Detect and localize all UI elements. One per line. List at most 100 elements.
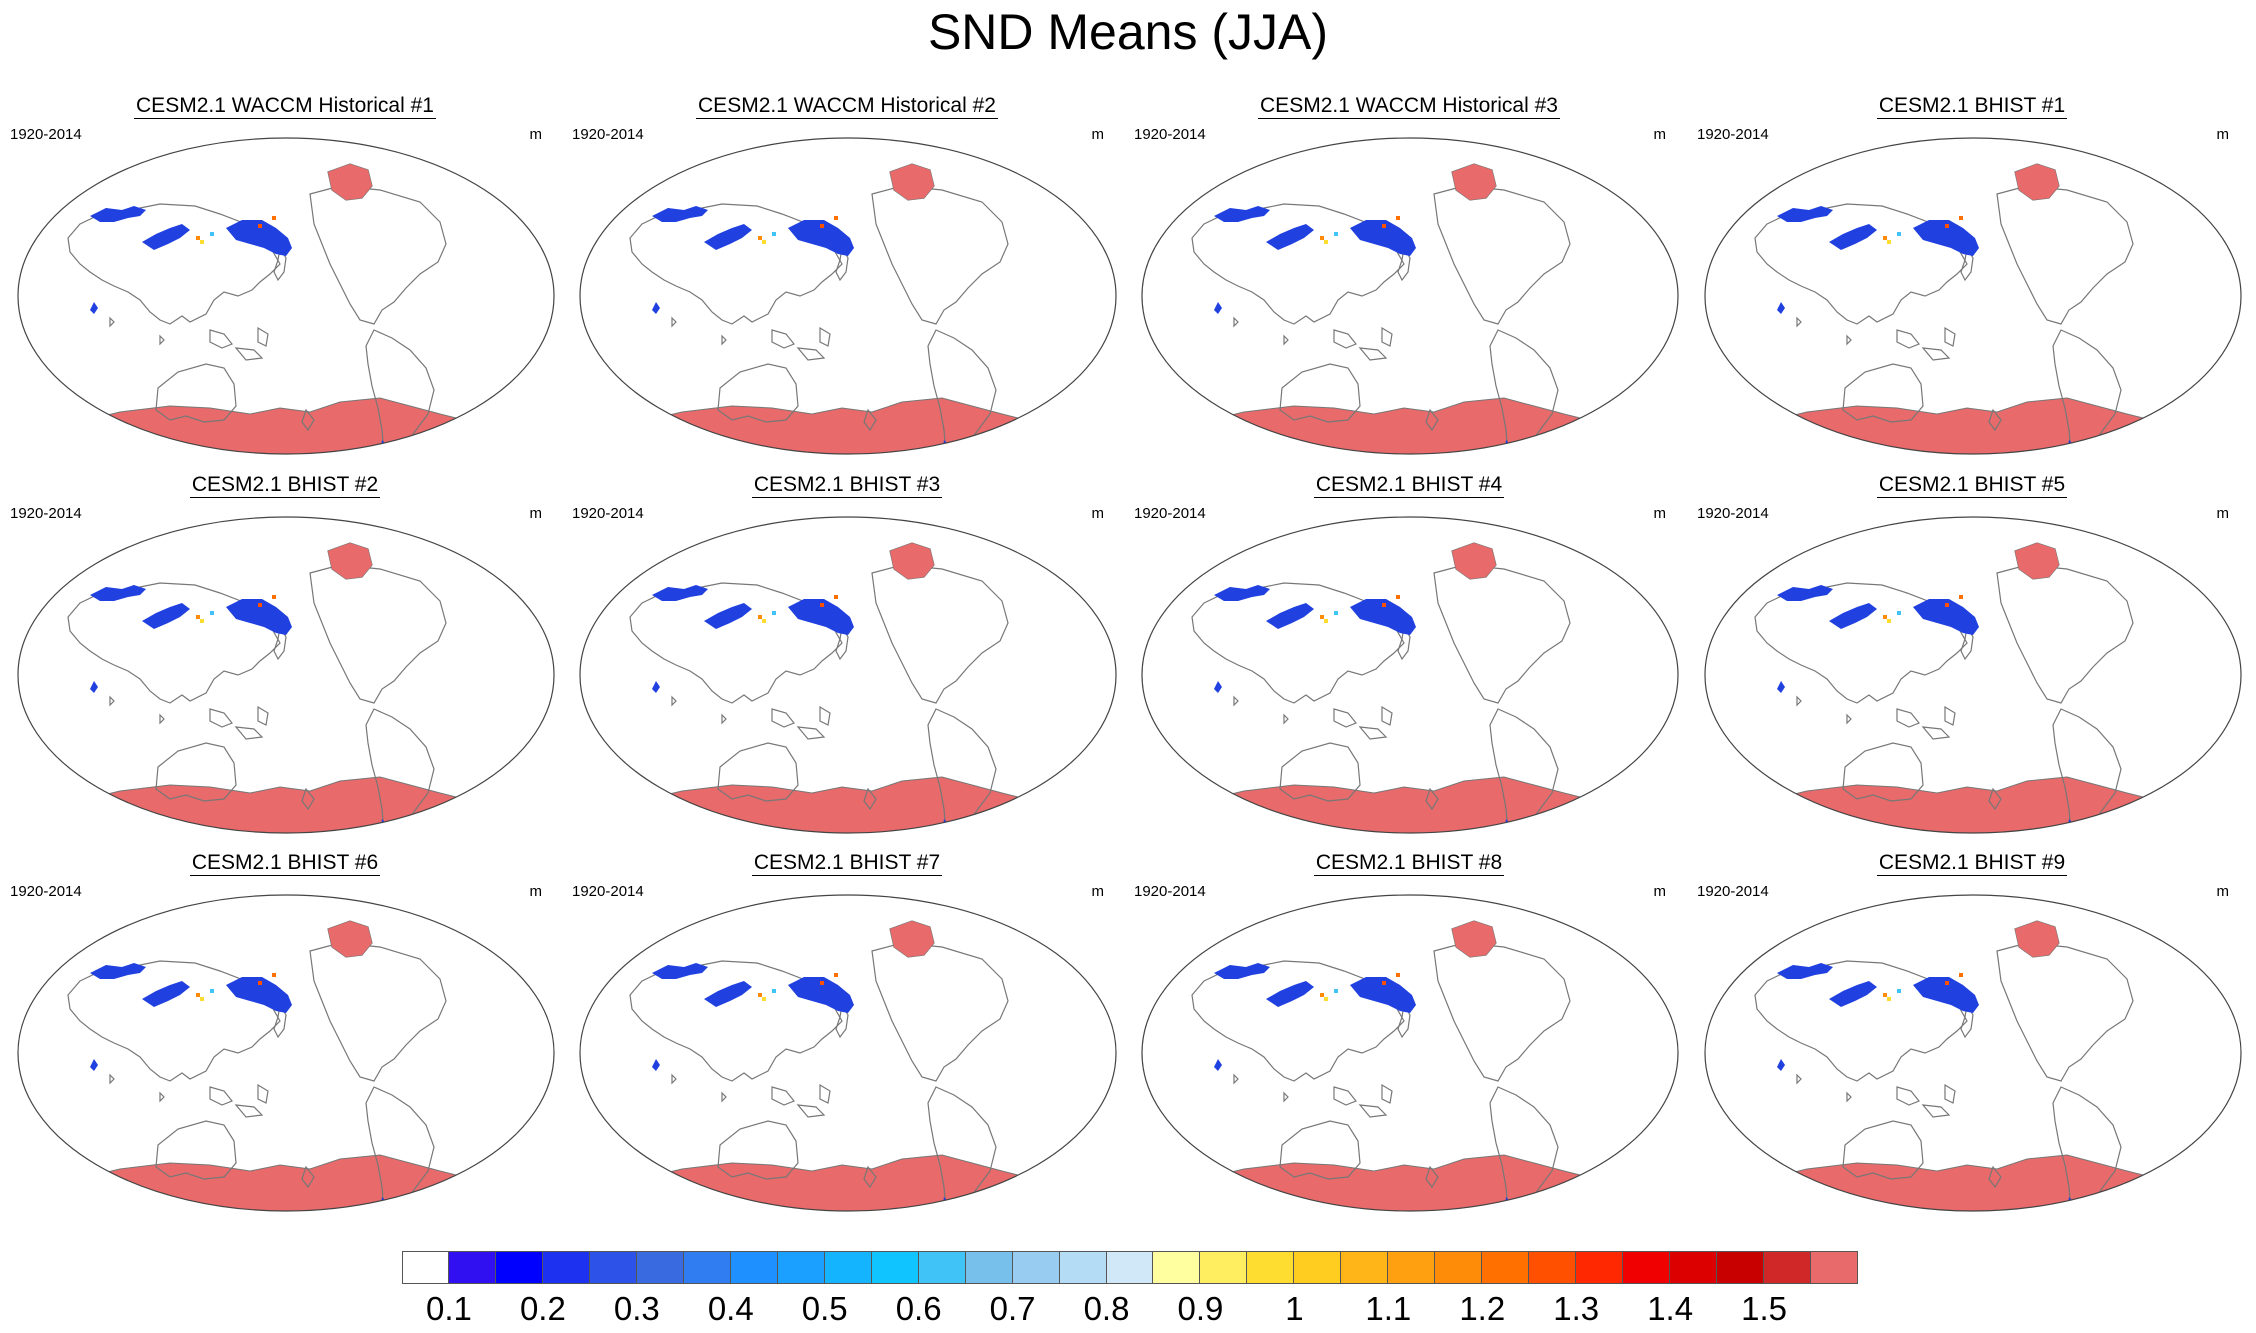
coastline — [1191, 203, 1405, 325]
colorbar-swatch — [1012, 1251, 1060, 1284]
panel-period: 1920-2014 — [572, 505, 644, 522]
greenland-snow — [328, 921, 372, 957]
panel-period: 1920-2014 — [1134, 126, 1206, 143]
greenland-snow — [1452, 543, 1496, 579]
snow-depth-low — [652, 681, 660, 693]
snow-depth-low — [1350, 220, 1416, 256]
coastline — [1988, 787, 2002, 811]
panel-units: m — [1653, 126, 1667, 143]
colorbar-swatch — [824, 1251, 872, 1284]
snow-cell — [758, 993, 762, 997]
panel-period: 1920-2014 — [1697, 126, 1769, 143]
ocean-background — [580, 138, 1116, 454]
coastline — [209, 329, 233, 349]
snow-depth-low — [1777, 206, 1833, 222]
snow-cell — [834, 973, 838, 977]
colorbar-swatch — [1717, 1251, 1765, 1284]
snow-depth-low — [704, 981, 752, 1007]
snow-depth-low — [90, 585, 146, 601]
coastline — [629, 960, 843, 1082]
snow-depth-low — [90, 681, 98, 693]
snow-cell — [772, 611, 776, 615]
snow-cell — [762, 619, 766, 623]
snow-depth-low — [1913, 599, 1979, 635]
coastline — [159, 713, 165, 725]
snow-cell — [1887, 997, 1891, 1001]
coastline — [1996, 564, 2134, 704]
colorbar-swatch — [1247, 1251, 1295, 1284]
coastline — [1433, 185, 1571, 325]
coastline — [273, 246, 287, 282]
coastline — [1489, 329, 1559, 454]
coastline — [796, 726, 826, 740]
ocean-background — [1142, 895, 1678, 1211]
snow-cell — [258, 224, 262, 228]
coastline — [671, 1073, 677, 1085]
colorbar-swatch — [1529, 1251, 1577, 1284]
coastline — [1358, 1104, 1388, 1118]
map-border — [1141, 516, 1679, 834]
colorbar-swatch — [1200, 1251, 1248, 1284]
snow-cell — [758, 236, 762, 240]
coastline — [365, 329, 435, 454]
ocean-background — [1705, 895, 2241, 1211]
coastline — [1842, 1120, 1924, 1180]
coastline — [1425, 1165, 1439, 1189]
coastline — [1433, 564, 1571, 704]
snow-depth-low — [1913, 220, 1979, 256]
snow-depth-low — [1214, 963, 1270, 979]
map-panel: CESM2.1 BHIST #7 1920-2014 m — [572, 851, 1122, 1221]
panel-title: CESM2.1 BHIST #3 — [572, 473, 1122, 498]
coastline — [1896, 329, 1920, 349]
snow-cell — [1382, 981, 1386, 985]
panel-title: CESM2.1 BHIST #8 — [1134, 851, 1684, 876]
panel-period: 1920-2014 — [1134, 505, 1206, 522]
coastline — [1846, 713, 1852, 725]
panel-title: CESM2.1 WACCM Historical #1 — [10, 94, 560, 119]
snow-depth-low — [226, 220, 292, 256]
panel-title: CESM2.1 BHIST #7 — [572, 851, 1122, 876]
greenland-snow — [1452, 164, 1496, 200]
coastline — [927, 329, 997, 454]
coastline — [209, 708, 233, 728]
coastline — [1233, 316, 1239, 328]
coastline — [1191, 582, 1405, 704]
panel-period: 1920-2014 — [10, 883, 82, 900]
coastline — [819, 705, 831, 726]
coastline — [109, 1073, 115, 1085]
coastline — [721, 713, 727, 725]
panel-title-text: CESM2.1 BHIST #4 — [1313, 473, 1505, 498]
snow-depth-low — [788, 977, 854, 1013]
coastline — [1754, 582, 1968, 704]
coastline — [771, 1086, 795, 1106]
world-map — [1704, 894, 2242, 1212]
greenland-snow — [2015, 921, 2059, 957]
coastline — [234, 726, 264, 740]
coastline — [1896, 1086, 1920, 1106]
colorbar-swatch — [448, 1251, 496, 1284]
coastline — [1425, 787, 1439, 811]
colorbar-swatch — [1623, 1251, 1671, 1284]
map-panel: CESM2.1 WACCM Historical #3 1920-2014 m — [1134, 94, 1684, 464]
panel-title: CESM2.1 BHIST #1 — [1697, 94, 2247, 119]
colorbar-swatch — [1482, 1251, 1530, 1284]
map-border — [579, 137, 1117, 455]
world-map — [579, 137, 1117, 455]
panel-period: 1920-2014 — [10, 505, 82, 522]
coastline — [1279, 742, 1361, 802]
coastline — [1754, 203, 1968, 325]
snow-cell — [200, 619, 204, 623]
panel-period: 1920-2014 — [1697, 505, 1769, 522]
panel-period: 1920-2014 — [1697, 883, 1769, 900]
snow-cell — [1883, 615, 1887, 619]
snow-depth-low — [1214, 302, 1222, 314]
snow-cell — [1959, 595, 1963, 599]
coastline — [1397, 625, 1411, 661]
map-border — [17, 137, 555, 455]
colorbar-swatch — [1576, 1251, 1624, 1284]
coastline — [309, 942, 447, 1082]
colorbar-tick-label: 1.4 — [1647, 1290, 1694, 1327]
snow-cell — [1887, 619, 1891, 623]
coastline — [1996, 942, 2134, 1082]
panel-title-text: CESM2.1 BHIST #5 — [1876, 473, 2068, 498]
